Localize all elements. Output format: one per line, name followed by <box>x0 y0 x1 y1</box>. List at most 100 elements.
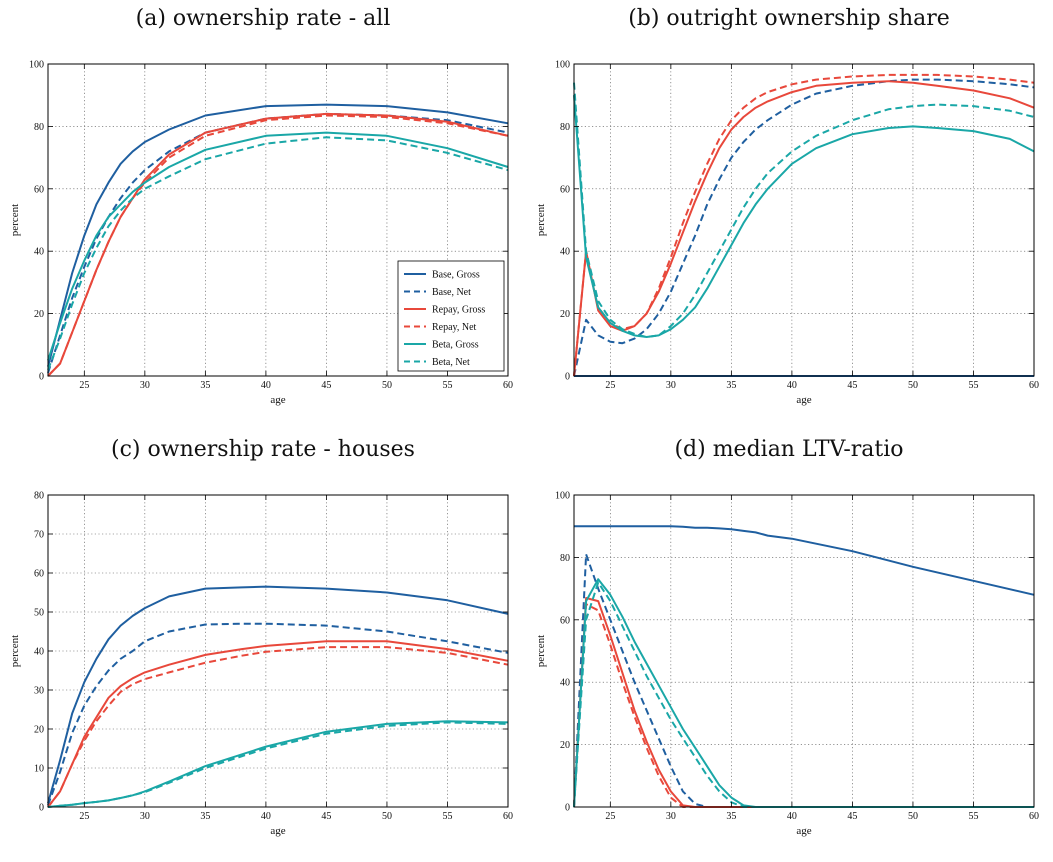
y-tick-label: 100 <box>555 60 570 71</box>
x-tick-label: 50 <box>908 811 918 822</box>
x-tick-label: 30 <box>666 811 676 822</box>
y-tick-label: 0 <box>565 372 570 383</box>
y-axis-label: percent <box>535 635 547 667</box>
series-line-base-net <box>573 78 1035 377</box>
x-tick-label: 55 <box>968 811 978 822</box>
legend-box <box>397 260 505 372</box>
series-line-repay-net <box>573 603 1034 808</box>
x-tick-label: 60 <box>1029 811 1039 822</box>
series-line-beta-net <box>47 721 509 808</box>
x-tick-label: 40 <box>787 380 797 391</box>
x-tick-label: 25 <box>605 811 615 822</box>
panel-title: (c) ownership rate - houses <box>111 437 415 462</box>
series-line-repay-net <box>47 646 509 808</box>
y-tick-label: 80 <box>560 553 570 564</box>
x-tick-label: 35 <box>726 811 736 822</box>
x-tick-label: 35 <box>200 380 210 391</box>
series-line-beta-net <box>573 581 1034 808</box>
panel-ownership-rate-all: (a) ownership rate - all 25 30 35 40 45 50 55 6… <box>0 0 526 431</box>
y-tick-label: 20 <box>560 309 570 320</box>
series-line-repay-gross <box>573 80 1035 377</box>
x-tick-label: 60 <box>1029 380 1039 391</box>
y-tick-label: 60 <box>560 615 570 626</box>
x-tick-label: 30 <box>140 811 150 822</box>
series-line-base-gross <box>574 525 1035 596</box>
x-tick-label: 25 <box>79 380 89 391</box>
chart-median-ltv-ratio: 25 30 35 40 45 50 55 60 0 20 40 60 80 100 age percent <box>535 491 1039 838</box>
y-tick-label: 40 <box>560 678 570 689</box>
panel-ownership-rate-houses: (c) ownership rate - houses 25 30 35 40 45 50… <box>0 431 526 862</box>
y-tick-label: 40 <box>560 247 570 258</box>
x-tick-label: 40 <box>787 811 797 822</box>
y-tick-label: 20 <box>560 740 570 751</box>
chart-outright-ownership-share: 25 30 35 40 45 50 55 60 0 20 40 60 80 100 age percent <box>535 60 1039 407</box>
series-line-repay-net <box>47 114 509 377</box>
x-tick-label: 25 <box>79 811 89 822</box>
x-tick-label: 35 <box>200 811 210 822</box>
y-axis-label: percent <box>9 635 21 667</box>
y-tick-label: 80 <box>560 122 570 133</box>
legend-label: Repay, Gross <box>432 305 485 316</box>
y-tick-label: 60 <box>560 184 570 195</box>
series-line-base-net <box>573 553 1034 808</box>
chart-ownership-rate-all: 25 30 35 40 45 50 55 60 0 20 40 60 80 100 age percent Ba… <box>9 60 513 407</box>
x-tick-label: 50 <box>908 380 918 391</box>
series-line-beta-gross <box>573 578 1034 808</box>
panel-title: (a) ownership rate - all <box>135 6 391 31</box>
y-tick-label: 60 <box>34 184 44 195</box>
x-tick-label: 45 <box>321 380 331 391</box>
x-tick-label: 45 <box>847 380 857 391</box>
plot-frame <box>573 494 1035 808</box>
x-axis-label: age <box>796 394 811 406</box>
legend-label: Repay, Net <box>432 322 477 333</box>
series-line-beta-gross <box>47 720 509 808</box>
y-tick-label: 20 <box>34 725 44 736</box>
legend-label: Beta, Net <box>432 357 470 368</box>
x-axis-label: age <box>270 394 285 406</box>
x-tick-label: 50 <box>382 811 392 822</box>
y-axis-label: percent <box>535 204 547 236</box>
plot-frame <box>47 63 509 377</box>
panel-title: (d) median LTV-ratio <box>674 437 904 462</box>
panel-median-ltv-ratio: (d) median LTV-ratio 25 30 35 40 45 50 55 60 0 20… <box>526 431 1052 862</box>
y-tick-label: 40 <box>34 647 44 658</box>
x-tick-label: 30 <box>140 380 150 391</box>
series-line-base-gross <box>47 103 509 367</box>
x-tick-label: 45 <box>847 811 857 822</box>
y-tick-label: 40 <box>34 247 44 258</box>
x-tick-label: 55 <box>968 380 978 391</box>
x-tick-label: 40 <box>261 380 271 391</box>
x-tick-label: 35 <box>726 380 736 391</box>
y-tick-label: 10 <box>34 764 44 775</box>
x-tick-label: 45 <box>321 811 331 822</box>
x-tick-label: 60 <box>503 811 513 822</box>
panel-outright-ownership-share: (b) outright ownership share 25 30 35 40 45 5… <box>526 0 1052 431</box>
y-tick-label: 50 <box>34 608 44 619</box>
chart-ownership-rate-houses: 25 30 35 40 45 50 55 60 0 10 20 30 40 50 60 70 80 age perc… <box>9 491 513 838</box>
series-line-base-gross <box>47 585 509 804</box>
x-axis-label: age <box>796 825 811 837</box>
y-tick-label: 0 <box>39 372 44 383</box>
y-tick-label: 100 <box>29 60 44 71</box>
series-line-beta-net <box>47 136 509 371</box>
series-line-base-net <box>47 622 509 806</box>
x-tick-label: 50 <box>382 380 392 391</box>
y-tick-label: 20 <box>34 309 44 320</box>
x-tick-label: 25 <box>605 380 615 391</box>
y-tick-label: 100 <box>555 491 570 502</box>
y-tick-label: 80 <box>34 491 44 502</box>
x-tick-label: 30 <box>666 380 676 391</box>
series-line-beta-gross <box>47 131 509 361</box>
y-tick-label: 0 <box>39 803 44 814</box>
series-line-repay-gross <box>47 640 509 808</box>
y-tick-label: 80 <box>34 122 44 133</box>
series-line-beta-net <box>573 82 1035 338</box>
y-tick-label: 60 <box>34 569 44 580</box>
plot-frame <box>573 63 1035 377</box>
y-tick-label: 0 <box>565 803 570 814</box>
x-tick-label: 60 <box>503 380 513 391</box>
y-axis-label: percent <box>9 204 21 236</box>
x-axis-label: age <box>270 825 285 837</box>
x-tick-label: 40 <box>261 811 271 822</box>
panel-title: (b) outright ownership share <box>628 6 950 31</box>
